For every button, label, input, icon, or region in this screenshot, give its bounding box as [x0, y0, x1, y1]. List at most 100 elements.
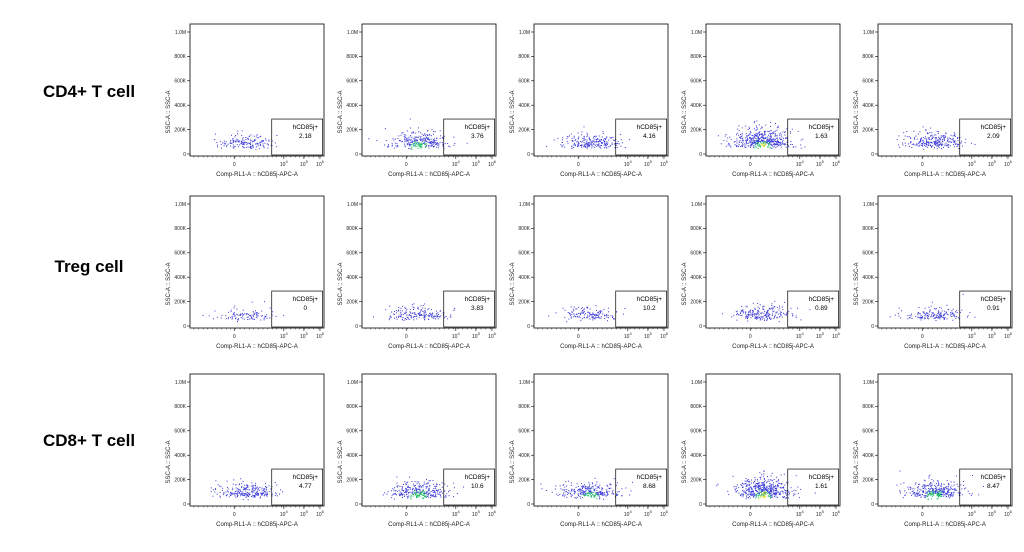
event-dot: [225, 146, 227, 148]
event-dot: [752, 311, 754, 313]
event-dot: [251, 485, 253, 487]
event-dot: [748, 490, 750, 492]
event-dot: [570, 316, 572, 318]
event-dot: [418, 493, 420, 495]
event-dot: [417, 494, 418, 496]
event-dot: [404, 145, 406, 147]
event-dot: [276, 495, 278, 497]
event-dot: [413, 140, 415, 142]
event-dot: [416, 145, 418, 147]
event-dot: [430, 497, 432, 499]
event-dot: [431, 145, 433, 147]
gate-name: hCD85j+: [465, 124, 491, 131]
event-dot: [420, 146, 422, 148]
event-dot: [432, 142, 434, 144]
event-dot: [589, 312, 591, 314]
event-dot: [262, 143, 264, 145]
event-dot: [429, 485, 431, 487]
event-dot: [918, 494, 920, 496]
event-dot: [746, 496, 748, 498]
event-dot: [736, 145, 738, 147]
event-dot: [236, 493, 238, 495]
event-dot: [760, 488, 762, 490]
event-dot: [589, 318, 591, 320]
event-dot: [930, 482, 931, 484]
event-dot: [758, 131, 760, 133]
event-dot: [429, 142, 430, 144]
event-dot: [592, 316, 594, 318]
event-dot: [943, 492, 945, 494]
event-dot: [587, 494, 588, 496]
event-dot: [745, 141, 747, 142]
event-dot: [782, 487, 784, 489]
event-dot: [431, 144, 433, 146]
event-dot: [409, 311, 411, 313]
event-dot: [770, 134, 771, 136]
event-dot: [409, 143, 411, 145]
event-dot: [448, 495, 450, 497]
event-dot: [917, 495, 919, 497]
event-dot: [930, 492, 932, 494]
event-dot: [253, 491, 255, 493]
event-dot: [941, 316, 942, 318]
event-dot: [251, 491, 253, 493]
event-dot: [769, 137, 771, 139]
event-dot: [242, 146, 244, 148]
event-dot: [586, 317, 588, 319]
event-dot: [593, 313, 595, 315]
event-dot: [409, 487, 411, 489]
event-dot: [233, 307, 235, 309]
event-dot: [415, 487, 417, 489]
event-dot: [584, 308, 585, 310]
event-dot: [736, 146, 737, 148]
event-dot: [974, 316, 976, 318]
event-dot: [437, 489, 439, 491]
event-dot: [777, 125, 779, 127]
event-dot: [425, 137, 427, 139]
event-dot: [761, 494, 763, 496]
event-dot: [407, 497, 409, 499]
event-dot: [930, 141, 932, 143]
event-dot: [930, 139, 932, 141]
event-dot: [762, 496, 764, 498]
event-dot: [406, 488, 407, 490]
event-dot: [947, 146, 949, 148]
event-dot: [408, 139, 410, 141]
event-dot: [758, 310, 760, 312]
event-dot: [602, 133, 604, 134]
event-dot: [774, 133, 776, 135]
event-dot: [578, 313, 580, 314]
x-tick-label: 105: [644, 509, 653, 518]
y-tick-label: 400K: [346, 453, 358, 459]
y-tick-label: 600K: [174, 79, 186, 85]
event-dot: [594, 477, 596, 479]
y-axis-title: SSC-A :: SSC-A: [854, 262, 860, 305]
event-dot: [769, 488, 771, 490]
event-dot: [250, 144, 252, 146]
y-tick-label: 200K: [174, 299, 186, 305]
event-dot: [920, 489, 922, 491]
event-dot: [578, 489, 579, 490]
event-dot: [908, 136, 910, 137]
event-dot: [409, 136, 411, 138]
event-dot: [743, 490, 745, 492]
event-dot: [757, 485, 759, 487]
event-dot: [753, 493, 754, 495]
event-dot: [762, 492, 764, 494]
event-dot: [782, 143, 784, 145]
event-dot: [419, 496, 421, 498]
event-dot: [240, 141, 242, 143]
event-dot: [237, 319, 239, 321]
event-dot: [427, 490, 429, 492]
event-dot: [751, 139, 753, 141]
event-dot: [795, 315, 797, 317]
event-dot: [764, 132, 766, 134]
event-dot: [274, 482, 276, 483]
event-dot: [416, 140, 417, 142]
event-dot: [222, 494, 224, 496]
event-dot: [230, 492, 231, 494]
event-dot: [773, 318, 775, 320]
event-dot: [590, 142, 592, 143]
event-dot: [427, 481, 429, 483]
